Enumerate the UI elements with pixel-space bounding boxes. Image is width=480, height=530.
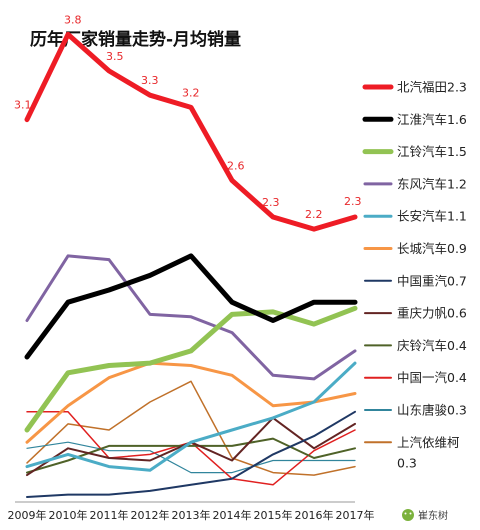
legend-entry-11: 上汽依维柯 0.3: [364, 435, 460, 470]
x-tick-label-2: 2011年: [90, 508, 129, 522]
legend-entry-5: 长城汽车0.9: [363, 241, 467, 256]
x-tick-label-8: 2017年: [336, 508, 375, 522]
legend-label-line2-11: 0.3: [397, 455, 417, 470]
x-tick-label-6: 2015年: [254, 508, 293, 522]
legend-entry-9: 中国一汽0.4: [364, 370, 467, 385]
series-line-0: [24, 31, 358, 232]
legend-label-5: 长城汽车0.9: [397, 241, 467, 256]
watermark-text: 崔东树: [418, 509, 448, 522]
legend-entry-1: 江淮汽车1.6: [362, 112, 467, 127]
series-line-6: [26, 410, 356, 498]
x-tick-label-5: 2014年: [213, 508, 252, 522]
legend-label-1: 江淮汽车1.6: [397, 112, 467, 127]
data-label-8: 2.3: [344, 195, 362, 208]
x-tick-label-3: 2012年: [131, 508, 170, 522]
data-label-3: 3.3: [141, 74, 159, 87]
x-tick-label-7: 2016年: [295, 508, 334, 522]
series-line-8: [26, 437, 356, 474]
series-line-4: [25, 361, 357, 472]
series-line-3: [25, 254, 357, 381]
legend-label-8: 庆铃汽车0.4: [397, 338, 467, 353]
legend-label-0: 北汽福田2.3: [397, 80, 467, 95]
data-label-1: 3.8: [64, 13, 82, 26]
data-label-layer: 3.1 3.8 3.5 3.3 3.2 2.6 2.3 2.2 2.3: [14, 13, 362, 221]
legend-label-11: 上汽依维柯: [397, 435, 460, 450]
legend-entry-0: 北汽福田2.3: [362, 80, 467, 95]
data-label-4: 3.2: [182, 86, 200, 99]
series-line-1: [24, 253, 358, 360]
watermark: 崔东树: [402, 509, 448, 522]
legend-label-7: 重庆力帆0.6: [397, 306, 467, 321]
series-line-10: [26, 441, 356, 474]
legend-label-9: 中国一汽0.4: [397, 370, 467, 385]
legend-entry-6: 中国重汽0.7: [364, 273, 467, 288]
legend-label-6: 中国重汽0.7: [397, 273, 467, 288]
wechat-icon-eye-left: [404, 512, 407, 515]
legend-entry-2: 江铃汽车1.5: [362, 144, 467, 159]
legend-entry-10: 山东唐骏0.3: [364, 403, 467, 418]
data-label-0: 3.1: [14, 99, 32, 112]
data-label-2: 3.5: [106, 50, 124, 63]
x-tick-label-4: 2013年: [172, 508, 211, 522]
legend-entry-4: 长安汽车1.1: [363, 209, 467, 224]
series-line-11: [26, 380, 356, 476]
data-label-5: 2.6: [227, 159, 245, 172]
data-label-6: 2.3: [262, 196, 280, 209]
series-line-2: [24, 305, 358, 433]
legend-entry-3: 东风汽车1.2: [363, 176, 467, 191]
wechat-icon-eye-right: [409, 512, 412, 515]
series-line-5: [25, 361, 357, 444]
data-label-7: 2.2: [305, 208, 323, 221]
legend-label-10: 山东唐骏0.3: [397, 403, 467, 418]
x-tick-label-1: 2010年: [49, 508, 88, 522]
legend-entry-8: 庆铃汽车0.4: [364, 338, 467, 353]
legend-label-4: 长安汽车1.1: [397, 209, 467, 224]
wechat-icon: [402, 509, 414, 521]
legend-label-2: 江铃汽车1.5: [397, 144, 467, 159]
x-tick-label-0: 2009年: [8, 508, 47, 522]
legend-label-3: 东风汽车1.2: [397, 176, 467, 191]
series-layer: [24, 31, 358, 498]
x-tick-layer: 2009年 2010年 2011年 2012年 2013年 2014年 2015年 2016年…: [8, 508, 375, 522]
legend-entry-7: 重庆力帆0.6: [364, 306, 467, 321]
legend: 北汽福田2.3 江淮汽车1.6 江铃汽车1.5 东风汽车1.2 长安汽车1.1 长城汽车0…: [362, 80, 467, 470]
